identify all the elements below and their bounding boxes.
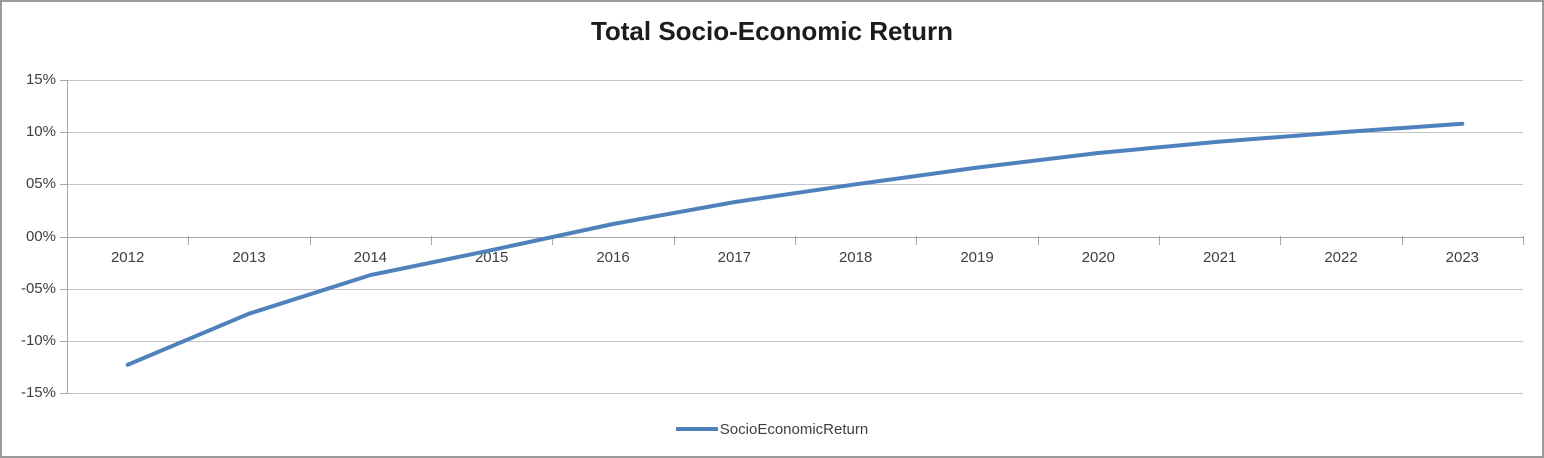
- y-axis-tick: [60, 340, 67, 342]
- x-axis-tick: [431, 235, 432, 245]
- x-axis-tick: [1280, 235, 1282, 245]
- x-axis-tick: [188, 235, 190, 245]
- y-axis-tick: [60, 288, 67, 290]
- y-axis-label: 15%: [25, 71, 56, 88]
- y-axis-label: 10%: [25, 123, 56, 141]
- y-axis-label: -05%: [20, 279, 56, 297]
- x-axis-tick: [1401, 235, 1403, 245]
- socioeconomic-return-line: [125, 121, 1465, 367]
- x-axis-label-2022: 2022: [1324, 248, 1358, 266]
- y-axis-tick: [60, 393, 67, 394]
- x-axis-tick: [916, 235, 918, 245]
- y-axis-label: 05%: [25, 175, 56, 193]
- y-axis-tick: [60, 184, 67, 186]
- legend-line-swatch: [675, 427, 718, 431]
- x-axis-label-2019: 2019: [960, 248, 994, 266]
- x-axis-tick: [1037, 235, 1039, 245]
- x-axis-label-2018: 2018: [838, 248, 873, 266]
- gridline--15%: [67, 393, 1523, 394]
- y-axis-tick: [60, 132, 67, 134]
- x-axis-label-2016: 2016: [596, 248, 630, 266]
- x-axis-tick: [67, 235, 68, 245]
- x-axis-label-2021: 2021: [1202, 248, 1237, 266]
- gridline-05%: [67, 184, 1523, 186]
- y-axis-label: -15%: [20, 384, 56, 401]
- gridline--10%: [67, 340, 1523, 342]
- gridline--05%: [67, 288, 1523, 290]
- legend: SocioEconomicReturn: [2, 418, 1542, 440]
- x-axis-tick: [1523, 235, 1524, 245]
- x-axis-tick: [309, 235, 311, 245]
- x-axis-label-2012: 2012: [110, 248, 145, 266]
- x-axis-tick: [795, 235, 796, 245]
- legend-series-label: SocioEconomicReturn: [719, 420, 869, 438]
- x-axis-tick: [1159, 235, 1160, 245]
- x-axis-label-2020: 2020: [1081, 248, 1116, 266]
- y-axis-label: -10%: [20, 331, 56, 349]
- y-axis-tick: [60, 236, 67, 238]
- gridline-15%: [67, 80, 1523, 81]
- x-axis-label-2014: 2014: [353, 248, 388, 266]
- x-axis-tick: [673, 235, 675, 245]
- x-axis-label-2017: 2017: [717, 248, 752, 266]
- y-axis-tick: [60, 80, 67, 81]
- chart-title: Total Socio-Economic Return: [590, 16, 954, 46]
- x-axis-label-2023: 2023: [1445, 248, 1480, 266]
- gridline-10%: [67, 132, 1523, 134]
- x-axis-tick: [552, 235, 554, 245]
- y-axis-label: 00%: [25, 227, 56, 245]
- x-axis-label-2013: 2013: [232, 248, 266, 266]
